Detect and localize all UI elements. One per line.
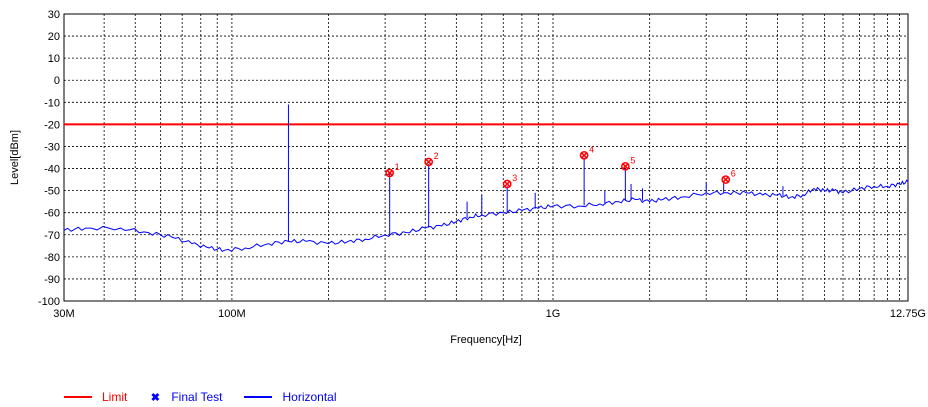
y-tick-label: 10 [48, 53, 60, 65]
y-axis-title: Level[dBm] [9, 130, 21, 185]
x-axis-title: Frequency[Hz] [450, 334, 522, 346]
legend-label-limit: Limit [102, 390, 128, 404]
y-tick-label: -60 [44, 208, 60, 220]
chart-legend: Limit ✖ Final Test Horizontal [64, 390, 359, 404]
final-test-marker-label: 4 [589, 144, 594, 154]
marker-ring [579, 150, 589, 160]
final-test-marker-label: 3 [512, 173, 517, 183]
final-test-marker: 4 [579, 144, 594, 160]
y-tick-label: -90 [44, 274, 60, 286]
x-tick-label: 30M [53, 308, 74, 320]
marker-cross [581, 152, 588, 159]
legend-label-horizontal: Horizontal [282, 390, 337, 404]
legend-item-horizontal: Horizontal [244, 390, 337, 404]
marker-ring [721, 175, 731, 184]
series-line-horizontal [63, 179, 909, 253]
y-tick-label: -100 [38, 296, 60, 308]
legend-label-final-test: Final Test [171, 390, 223, 404]
marker-ring [502, 179, 512, 189]
marker-ring [424, 157, 434, 167]
y-tick-label: 20 [48, 31, 60, 43]
x-tick-label: 12.75G [890, 308, 926, 320]
y-axis-ticks: 30 20 10 0 -10 -20 -30 -40 -50 -60 -70 -80 -90 -100 [38, 9, 60, 308]
y-tick-label: -50 [44, 186, 60, 198]
y-tick-label: -20 [44, 119, 60, 131]
final-test-marker: 6 [721, 169, 736, 184]
cross-marker-icon: ✖ [150, 391, 160, 404]
marker-cross [425, 158, 432, 165]
marker-cross [622, 163, 629, 170]
legend-item-limit: Limit [64, 390, 127, 404]
chart-grid [63, 13, 908, 302]
y-tick-label: 0 [54, 75, 60, 87]
marker-cross [504, 180, 511, 188]
y-tick-label: -80 [44, 252, 60, 264]
final-test-marker: 2 [424, 151, 439, 167]
final-test-marker: 1 [385, 162, 400, 178]
y-tick-label: 30 [48, 9, 60, 21]
final-test-marker: 5 [621, 155, 635, 171]
final-test-marker-label: 1 [395, 162, 400, 172]
marker-ring [621, 161, 630, 171]
marker-ring [385, 168, 395, 178]
plot-area-frame [63, 13, 909, 302]
final-test-markers: 1 2 3 4 5 6 [385, 144, 736, 189]
y-tick-label: -10 [44, 97, 60, 109]
y-tick-label: -40 [44, 164, 60, 176]
final-test-marker-label: 2 [434, 151, 439, 161]
final-test-marker-label: 5 [630, 155, 635, 165]
y-tick-label: -70 [44, 230, 60, 242]
marker-cross [722, 176, 729, 183]
final-test-marker-label: 6 [731, 169, 736, 179]
x-tick-label: 1G [546, 308, 561, 320]
limit-line-swatch-icon [64, 396, 92, 398]
x-tick-label: 100M [218, 308, 246, 320]
x-axis-ticks: 30M 100M 1G 12.75G [53, 308, 926, 320]
legend-item-final-test: ✖ Final Test [149, 390, 223, 404]
marker-cross [386, 169, 393, 176]
series-layer [63, 104, 909, 253]
horizontal-line-swatch-icon [244, 396, 273, 398]
y-tick-label: -30 [44, 141, 60, 153]
final-test-marker: 3 [502, 173, 517, 189]
